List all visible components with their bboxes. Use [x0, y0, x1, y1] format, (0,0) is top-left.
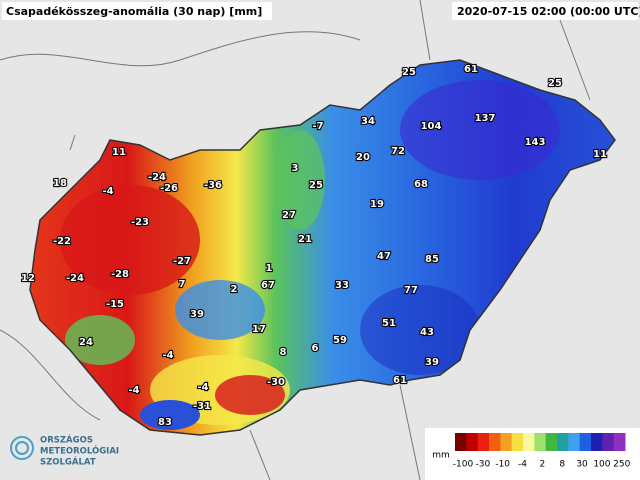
- station-value: 61: [393, 375, 407, 386]
- legend-label: -30: [475, 460, 490, 470]
- station-value: 59: [333, 335, 347, 346]
- legend-swatch: [477, 433, 490, 451]
- legend: -100 -30 -10 -4 2 8 30 100 250: [453, 433, 631, 470]
- station-value: -27: [173, 256, 191, 267]
- station-value: -4: [102, 186, 113, 197]
- station-value: 77: [404, 285, 418, 296]
- station-value: 8: [280, 347, 287, 358]
- station-value: 83: [158, 417, 172, 428]
- legend-swatch: [545, 433, 558, 451]
- station-value: -22: [53, 236, 71, 247]
- station-value: -15: [106, 299, 124, 310]
- station-value: 33: [335, 280, 349, 291]
- borders: [0, 0, 591, 480]
- logo-line: ORSZÁGOS: [40, 434, 93, 446]
- station-value: 43: [420, 327, 434, 338]
- logo: ORSZÁGOS METEOROLÓGIAI SZOLGÁLAT: [10, 434, 119, 468]
- station-value: 39: [425, 357, 439, 368]
- station-value: -24: [148, 172, 166, 183]
- title: Csapadékösszeg-anomália (30 nap) [mm]: [6, 5, 262, 18]
- station-value: 68: [414, 179, 428, 190]
- station-value: 25: [309, 180, 323, 191]
- station-value: 11: [112, 147, 126, 158]
- station-value: 1: [266, 263, 273, 274]
- legend-swatch: [613, 433, 626, 451]
- station-value: 61: [464, 64, 478, 75]
- station-value: -31: [193, 401, 211, 412]
- legend-swatch: [455, 433, 467, 451]
- station-value: 21: [298, 234, 312, 245]
- station-value: 51: [382, 318, 396, 329]
- legend-swatch: [557, 433, 569, 451]
- station-value: 143: [525, 137, 546, 148]
- legend-swatch: [602, 433, 615, 451]
- station-value: 7: [179, 279, 186, 290]
- legend-swatch: [591, 433, 603, 451]
- station-value: 6: [312, 343, 319, 354]
- timestamp: 2020-07-15 02:00 (00:00 UTC): [457, 5, 640, 18]
- legend-label: -4: [518, 460, 527, 470]
- station-value: 25: [548, 78, 562, 89]
- station-value: 34: [361, 116, 375, 127]
- station-value: 2: [231, 284, 238, 295]
- station-value: 47: [377, 251, 391, 262]
- legend-swatch: [511, 433, 524, 451]
- station-value: 12: [21, 273, 35, 284]
- station-value: 19: [370, 199, 384, 210]
- station-value: 104: [421, 121, 442, 132]
- station-value: -30: [267, 377, 285, 388]
- station-value: 39: [190, 309, 204, 320]
- station-value: 25: [402, 67, 416, 78]
- station-value: 3: [292, 163, 299, 174]
- legend-label: 2: [540, 460, 546, 470]
- station-value: 27: [282, 210, 296, 221]
- station-value: -24: [66, 273, 84, 284]
- legend-swatch: [534, 433, 547, 451]
- station-value: 85: [425, 254, 439, 265]
- station-value: -28: [111, 269, 129, 280]
- station-value: -23: [131, 217, 149, 228]
- legend-label: 30: [576, 460, 588, 470]
- station-value: -26: [160, 183, 178, 194]
- logo-line: SZOLGÁLAT: [40, 456, 96, 468]
- legend-unit: mm: [432, 451, 450, 461]
- legend-label: 250: [613, 460, 630, 470]
- legend-label: 8: [559, 460, 565, 470]
- timestamp-box: [452, 2, 638, 20]
- station-value: 17: [252, 324, 266, 335]
- station-value: 18: [53, 178, 67, 189]
- legend-label: -10: [495, 460, 510, 470]
- legend-swatch: [489, 433, 501, 451]
- legend-swatch: [466, 433, 479, 451]
- station-value: 11: [593, 149, 607, 160]
- legend-swatch: [500, 433, 513, 451]
- station-value: -4: [162, 350, 173, 361]
- station-value: 72: [391, 146, 405, 157]
- station-value: -36: [204, 180, 222, 191]
- legend-label: 100: [593, 460, 610, 470]
- legend-swatch: [579, 433, 592, 451]
- station-value: 20: [356, 152, 370, 163]
- station-value: 67: [261, 280, 275, 291]
- legend-swatch: [568, 433, 581, 451]
- legend-label: -100: [453, 460, 474, 470]
- station-value: -7: [312, 121, 323, 132]
- station-value: 137: [475, 113, 496, 124]
- title-box: [2, 2, 272, 20]
- legend-swatch: [523, 433, 535, 451]
- station-value: -4: [128, 385, 139, 396]
- station-value: -4: [197, 382, 208, 393]
- station-value: 24: [79, 337, 93, 348]
- logo-line: METEOROLÓGIAI: [40, 445, 119, 457]
